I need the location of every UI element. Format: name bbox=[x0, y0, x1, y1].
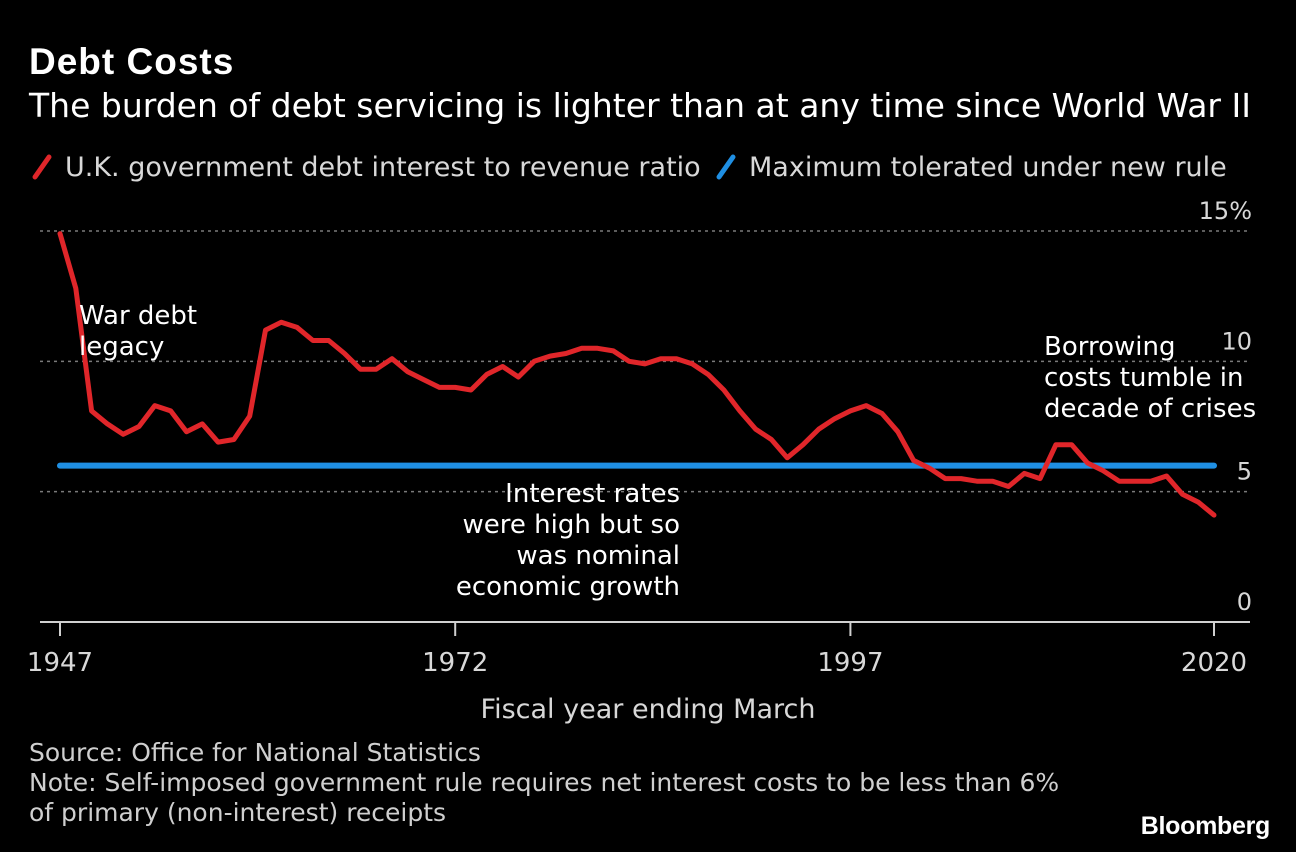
x-tick-label-1972: 1972 bbox=[422, 648, 488, 678]
rule-note-line2: of primary (non-interest) receipts bbox=[29, 798, 447, 827]
bloomberg-logo: Bloomberg bbox=[1140, 812, 1271, 840]
annotation-interest-rates-line-4: economic growth bbox=[456, 572, 680, 602]
annotation-war-debt-line-2: legacy bbox=[79, 332, 164, 362]
legend-swatch-red-icon bbox=[32, 154, 52, 180]
series-layer bbox=[57, 231, 1217, 518]
annotation-borrowing-line-3: decade of crises bbox=[1044, 394, 1256, 424]
y-tick-label-10: 10 bbox=[1221, 327, 1252, 355]
x-tick-label-1947: 1947 bbox=[27, 648, 93, 678]
footnotes: Source: Office for National Statistics N… bbox=[29, 738, 1059, 828]
legend-item-interest-ratio: U.K. government debt interest to revenue… bbox=[29, 151, 701, 183]
annotation-war-debt-line-1: War debt bbox=[79, 301, 197, 331]
legend-label-interest-ratio: U.K. government debt interest to revenue… bbox=[65, 151, 701, 183]
chart-title: Debt Costs bbox=[29, 41, 235, 82]
annotation-interest-rates-line-1: Interest rates bbox=[505, 479, 680, 509]
annotation-borrowing-line-1: Borrowing bbox=[1044, 332, 1175, 362]
x-tick-label-1997: 1997 bbox=[817, 648, 883, 678]
x-tick-label-2020: 2020 bbox=[1181, 648, 1247, 678]
annotation-interest-rates-line-2: were high but so bbox=[463, 510, 680, 540]
annotation-borrowing-line-2: costs tumble in bbox=[1044, 363, 1243, 393]
y-tick-label-0: 0 bbox=[1237, 588, 1252, 616]
chart-subtitle: The burden of debt servicing is lighter … bbox=[29, 86, 1251, 125]
legend-swatch-blue-icon bbox=[716, 154, 736, 180]
rule-note-line1: Note: Self-imposed government rule requi… bbox=[29, 768, 1060, 797]
source-note: Source: Office for National Statistics bbox=[29, 738, 481, 767]
series-line-interest-ratio bbox=[57, 231, 1217, 518]
y-tick-label-5: 5 bbox=[1237, 458, 1252, 486]
legend-label-max-tolerated: Maximum tolerated under new rule bbox=[749, 151, 1227, 183]
legend-item-max-tolerated: Maximum tolerated under new rule bbox=[713, 151, 1227, 183]
annotation-interest-rates-line-3: was nominal bbox=[516, 541, 680, 571]
axis-layer: 0 5 10 15% 1947 1972 1997 2020 Fiscal year endin… bbox=[27, 197, 1252, 725]
y-tick-label-15: 15% bbox=[1199, 197, 1252, 225]
x-axis-title: Fiscal year ending March bbox=[481, 694, 816, 725]
